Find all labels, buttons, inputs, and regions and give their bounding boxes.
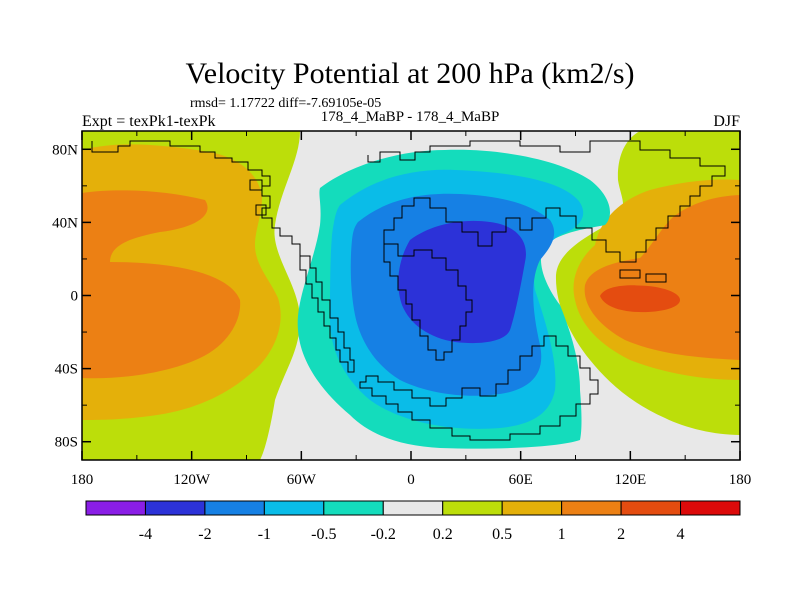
x-tick-label: 180 (71, 472, 94, 488)
colorbar-swatch (323, 500, 384, 516)
plot-area (82, 131, 740, 460)
x-tick-label: 60E (509, 472, 533, 488)
x-tick-label: 180 (729, 472, 752, 488)
colorbar-label: -0.5 (311, 526, 336, 543)
colorbar-label: -1 (258, 526, 271, 543)
x-tick-label: 120E (614, 472, 646, 488)
coastline-southern-landmass (359, 335, 599, 441)
colorbar-label: -0.2 (371, 526, 396, 543)
coastline-africa (383, 243, 473, 361)
colorbar-label: 0.2 (433, 526, 453, 543)
season-label: DJF (713, 113, 740, 130)
colorbar-swatch (561, 500, 622, 516)
colorbar: -4 -2 -1 -0.5 -0.2 0.2 0.5 1 2 4 (85, 500, 741, 543)
colorbar-swatch (501, 500, 563, 516)
colorbar-label: -4 (139, 526, 152, 543)
y-tick-label: 80S (55, 435, 78, 451)
colorbar-swatch (382, 500, 444, 516)
y-tick-label: 40S (55, 362, 78, 378)
positive-region-east (555, 131, 740, 435)
x-tick-label: 60W (287, 472, 317, 488)
colorbar-label: 4 (677, 526, 685, 543)
colorbar-swatch (263, 500, 325, 516)
contour-fill-2 (600, 285, 680, 313)
positive-region-west (82, 131, 300, 460)
contour-fill-1 (584, 195, 740, 360)
colorbar-swatch (442, 500, 503, 516)
coastline-americas (91, 140, 355, 373)
chart-title: Velocity Potential at 200 hPa (km2/s) (185, 57, 634, 90)
colorbar-swatch (204, 500, 265, 516)
colorbar-label: -2 (198, 526, 211, 543)
x-tick-label: 120W (173, 472, 211, 488)
experiment-label: Expt = texPk1-texPk (82, 113, 215, 130)
x-tick-label: 0 (407, 472, 415, 488)
period-label: 178_4_MaBP - 178_4_MaBP (321, 109, 500, 125)
contour-fill--2 (398, 220, 526, 344)
colorbar-label: 2 (617, 526, 625, 543)
colorbar-swatch (620, 500, 682, 516)
colorbar-swatch (144, 500, 206, 516)
colorbar-swatch (85, 500, 146, 516)
y-tick-label: 40N (52, 215, 78, 231)
y-tick-label: 0 (71, 289, 79, 305)
colorbar-label: 1 (558, 526, 566, 543)
coastline-eurasia (367, 140, 726, 263)
y-tick-label: 80N (52, 142, 78, 158)
coastlines (91, 140, 726, 441)
x-axis: 180 120W 60W 0 60E 120E 180 (71, 131, 752, 488)
contour-fill-1 (82, 190, 241, 379)
colorbar-swatch (680, 500, 741, 516)
stats-label: rmsd= 1.17722 diff=-7.69105e-05 (190, 96, 381, 111)
colorbar-label: 0.5 (492, 526, 512, 543)
coastline-islands (249, 179, 667, 283)
y-axis: 80N 40N 0 40S 80S (52, 142, 740, 451)
